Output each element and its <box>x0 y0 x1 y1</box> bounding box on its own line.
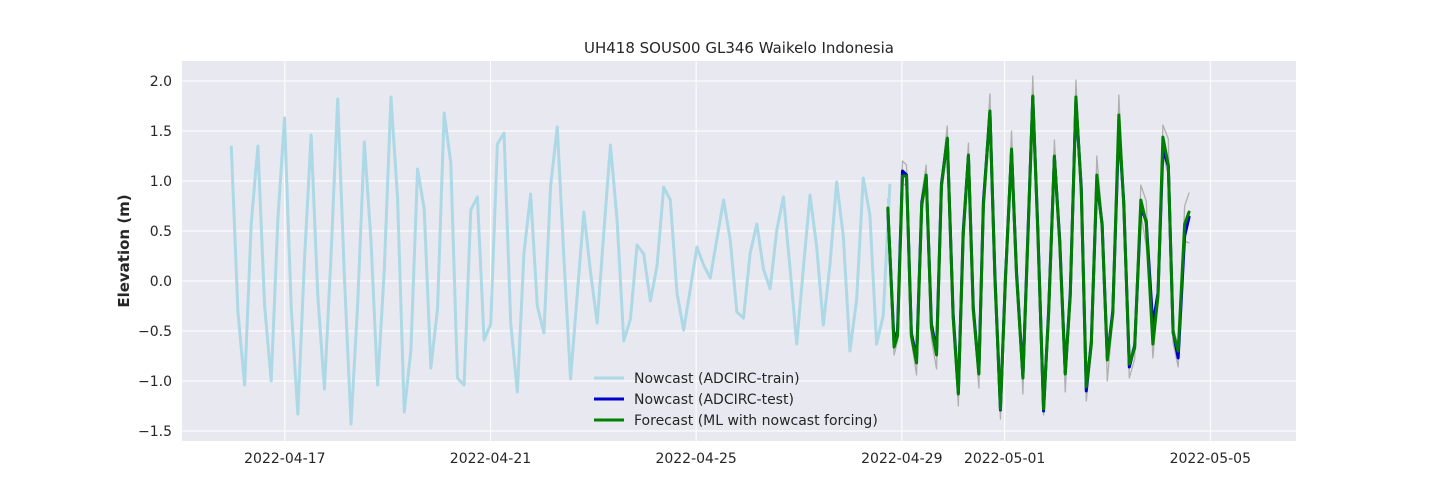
y-tick-label: 0.5 <box>150 224 172 240</box>
series-nowcast-train <box>229 95 892 426</box>
legend: Nowcast (ADCIRC-train) Nowcast (ADCIRC-t… <box>594 371 878 429</box>
series-forecast <box>886 94 1191 411</box>
y-tick-label: 1.5 <box>150 124 172 140</box>
plot-area <box>182 61 1296 441</box>
y-axis-label: Elevation (m) <box>115 194 133 307</box>
x-tick-label: 2022-05-05 <box>1170 451 1251 467</box>
x-tick-label: 2022-04-29 <box>861 451 942 467</box>
y-tick-label: −1.5 <box>138 424 172 440</box>
y-tick-label: 1.0 <box>150 174 172 190</box>
x-tick-label: 2022-04-21 <box>450 451 531 467</box>
y-tick-label: 2.0 <box>150 74 172 90</box>
legend-label-nowcast-test: Nowcast (ADCIRC-test) <box>634 392 794 408</box>
legend-label-forecast: Forecast (ML with nowcast forcing) <box>634 413 878 429</box>
chart-title: UH418 SOUS00 GL346 Waikelo Indonesia <box>584 39 894 57</box>
legend-label-nowcast-train: Nowcast (ADCIRC-train) <box>634 371 800 387</box>
tick-labels: 2.0 1.5 1.0 0.5 0.0 −0.5 −1.0 −1.5 2022-04-17 202… <box>138 74 1251 467</box>
y-tick-label: −0.5 <box>138 324 172 340</box>
y-tick-label: 0.0 <box>150 274 172 290</box>
x-tick-label: 2022-04-25 <box>655 451 736 467</box>
y-tick-label: −1.0 <box>138 374 172 390</box>
x-tick-label: 2022-05-01 <box>964 451 1045 467</box>
series <box>229 75 1191 426</box>
x-tick-label: 2022-04-17 <box>244 451 325 467</box>
